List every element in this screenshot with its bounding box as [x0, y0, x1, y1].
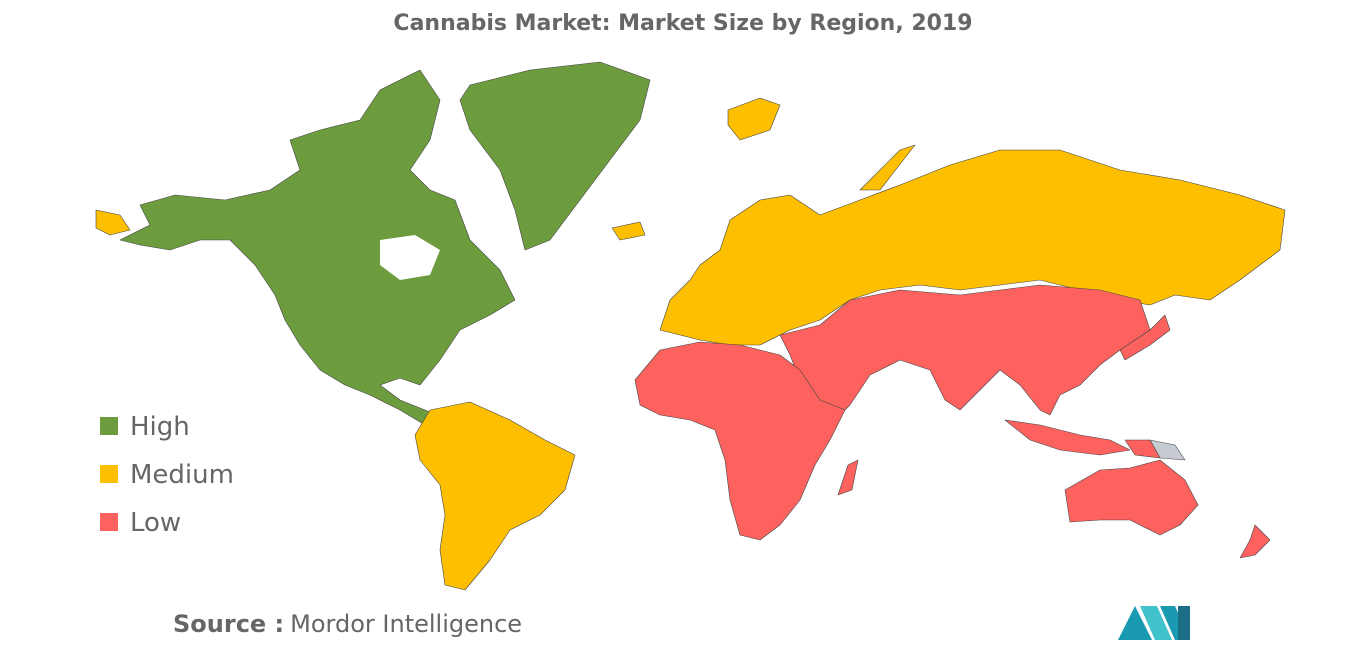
source-text: Mordor Intelligence — [290, 610, 522, 638]
legend-label: Medium — [130, 460, 234, 490]
legend-swatch — [100, 465, 118, 483]
novaya-zemlya — [859, 144, 916, 191]
legend-label: Low — [130, 508, 181, 538]
madagascar — [837, 459, 859, 496]
svalbard — [727, 97, 781, 141]
map-title: Cannabis Market: Market Size by Region, … — [393, 11, 972, 36]
papua-west — [1124, 439, 1161, 459]
new-zealand — [1239, 524, 1271, 559]
legend-swatch — [100, 417, 118, 435]
north-america — [119, 69, 516, 426]
greenland — [459, 61, 651, 251]
world-map — [95, 61, 1286, 591]
source-label: Source : — [173, 610, 284, 638]
legend-label: High — [130, 412, 190, 442]
africa — [634, 341, 846, 541]
legend: High Medium Low — [100, 412, 234, 538]
south-america — [414, 401, 576, 591]
source: Source : Mordor Intelligence — [173, 610, 522, 638]
hudson-bay — [380, 235, 440, 280]
logo — [1118, 606, 1190, 640]
iceland — [611, 221, 646, 241]
indonesia — [1004, 419, 1131, 456]
japan — [1119, 314, 1171, 361]
australia — [1064, 459, 1199, 536]
legend-swatch — [100, 513, 118, 531]
alaska-west — [95, 209, 131, 236]
